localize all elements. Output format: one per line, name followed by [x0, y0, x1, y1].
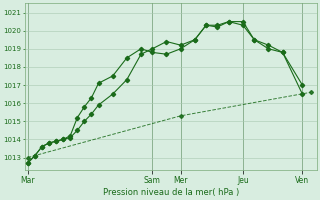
X-axis label: Pression niveau de la mer( hPa ): Pression niveau de la mer( hPa ) [103, 188, 239, 197]
